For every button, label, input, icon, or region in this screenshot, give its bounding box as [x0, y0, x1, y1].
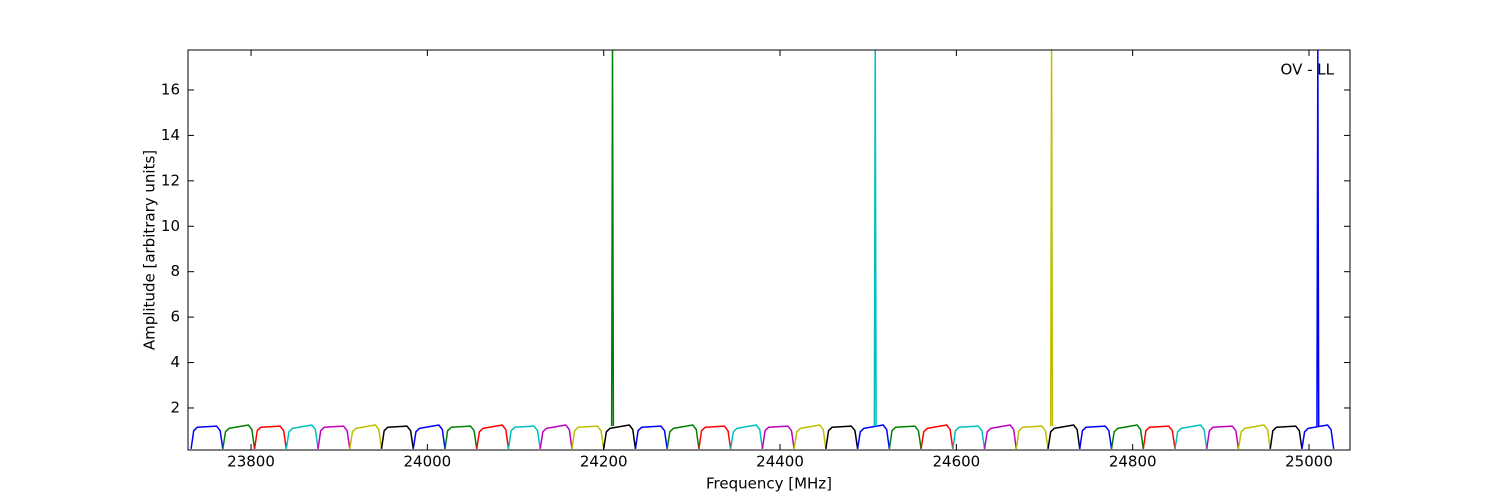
spectrum-line [475, 424, 510, 449]
spectrum-line [1205, 425, 1240, 449]
x-tick-label: 25000 [1285, 453, 1333, 471]
spectrum-line [825, 425, 859, 449]
spectrum-line [698, 425, 732, 449]
x-tick-label: 24200 [580, 453, 628, 471]
spectrum-line [571, 425, 605, 449]
spectrum-line [888, 425, 922, 449]
spectrum-line [1142, 425, 1176, 449]
spectrum-line [761, 425, 795, 449]
spectrum-line [1237, 424, 1271, 449]
y-tick-label: 4 [170, 353, 180, 371]
spectrum-line [666, 424, 700, 449]
spectrum-line [1110, 424, 1145, 449]
spectrum-line [1047, 424, 1081, 449]
spectrum-line [507, 425, 541, 449]
spectrum-line [1049, 50, 1054, 427]
spectrum-line [349, 424, 383, 449]
spectrum-line [412, 424, 446, 449]
spectrum-line [952, 425, 986, 449]
y-tick-label: 14 [161, 126, 180, 144]
spectrum-line [1316, 50, 1320, 427]
plot-frame [187, 49, 1351, 451]
spectrum-line [539, 424, 573, 449]
spectrum-line [253, 425, 288, 449]
y-tick-label: 8 [170, 262, 180, 280]
spectrum-line [1174, 424, 1208, 449]
x-tick-label: 24000 [404, 453, 452, 471]
y-axis-label: Amplitude [arbitrary units] [141, 150, 159, 350]
spectrum-line [285, 424, 319, 449]
spectrum-line [1269, 425, 1303, 449]
spectrum-line [1301, 424, 1335, 449]
y-tick-label: 16 [161, 80, 180, 98]
spectrum-line [317, 425, 351, 449]
spectrum-line [1015, 425, 1049, 449]
x-tick-label: 24800 [1109, 453, 1157, 471]
spectrum-line [856, 424, 891, 449]
spectrum-line [190, 425, 224, 449]
spectrum-line [729, 424, 764, 449]
y-tick-label: 6 [170, 308, 180, 326]
spectrum-line [983, 424, 1018, 449]
plot-lines [190, 50, 1335, 449]
annotation: OV - LL [1281, 61, 1335, 79]
spectrum-line [873, 50, 877, 427]
x-tick-label: 24400 [756, 453, 804, 471]
x-axis-label: Frequency [MHz] [706, 475, 832, 493]
spectrum-line [634, 425, 668, 449]
spectrum-line [920, 424, 954, 449]
y-tick-label: 10 [161, 217, 180, 235]
spectrum-line [444, 425, 478, 449]
spectrum-line [602, 424, 637, 449]
spectrum-line [610, 50, 615, 427]
spectrum-line [793, 424, 827, 449]
spectrum-line [222, 424, 256, 449]
spectrum-line [1079, 425, 1113, 449]
x-tick-label: 24600 [932, 453, 980, 471]
x-tick-label: 23800 [227, 453, 275, 471]
y-tick-label: 2 [170, 398, 180, 416]
y-tick-label: 12 [161, 171, 180, 189]
spectrum-line [380, 425, 415, 449]
